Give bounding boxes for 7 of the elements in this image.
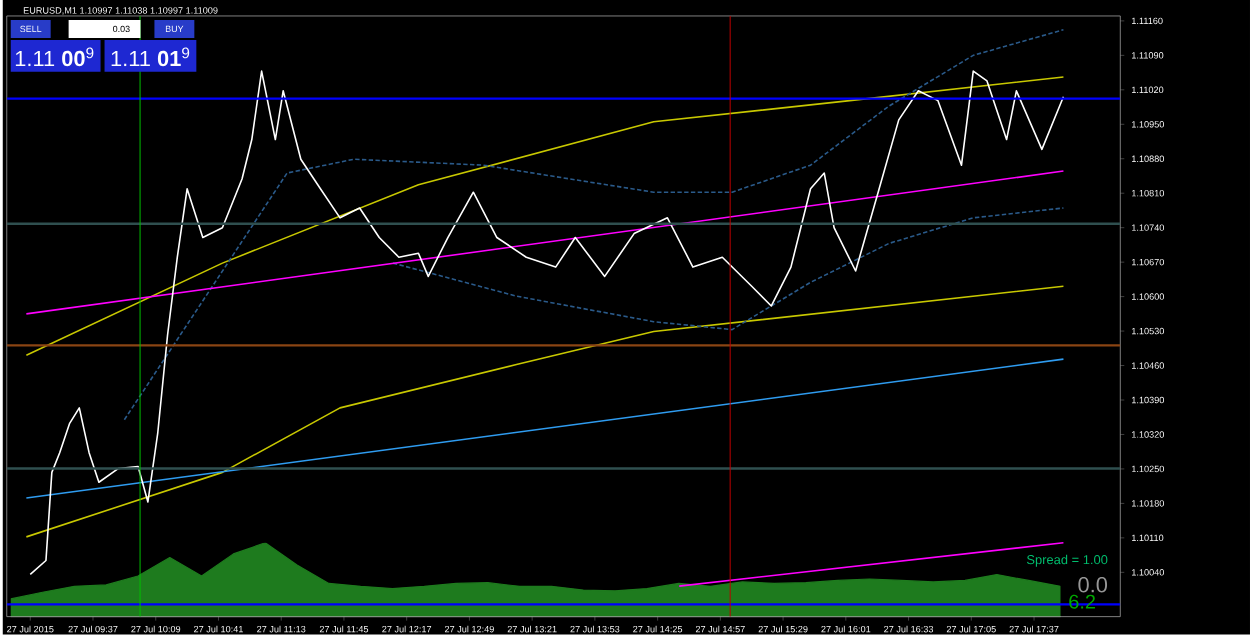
annotation: 1.11 01$^{9}$ bbox=[111, 47, 190, 67]
line-series bbox=[29, 70, 1065, 576]
line-series bbox=[25, 285, 1065, 539]
annotation: 0.0 bbox=[1078, 577, 1108, 593]
annotation: 1.11 00$^{9}$ bbox=[15, 47, 94, 67]
line-series bbox=[25, 76, 1065, 357]
line-series bbox=[392, 207, 1065, 331]
